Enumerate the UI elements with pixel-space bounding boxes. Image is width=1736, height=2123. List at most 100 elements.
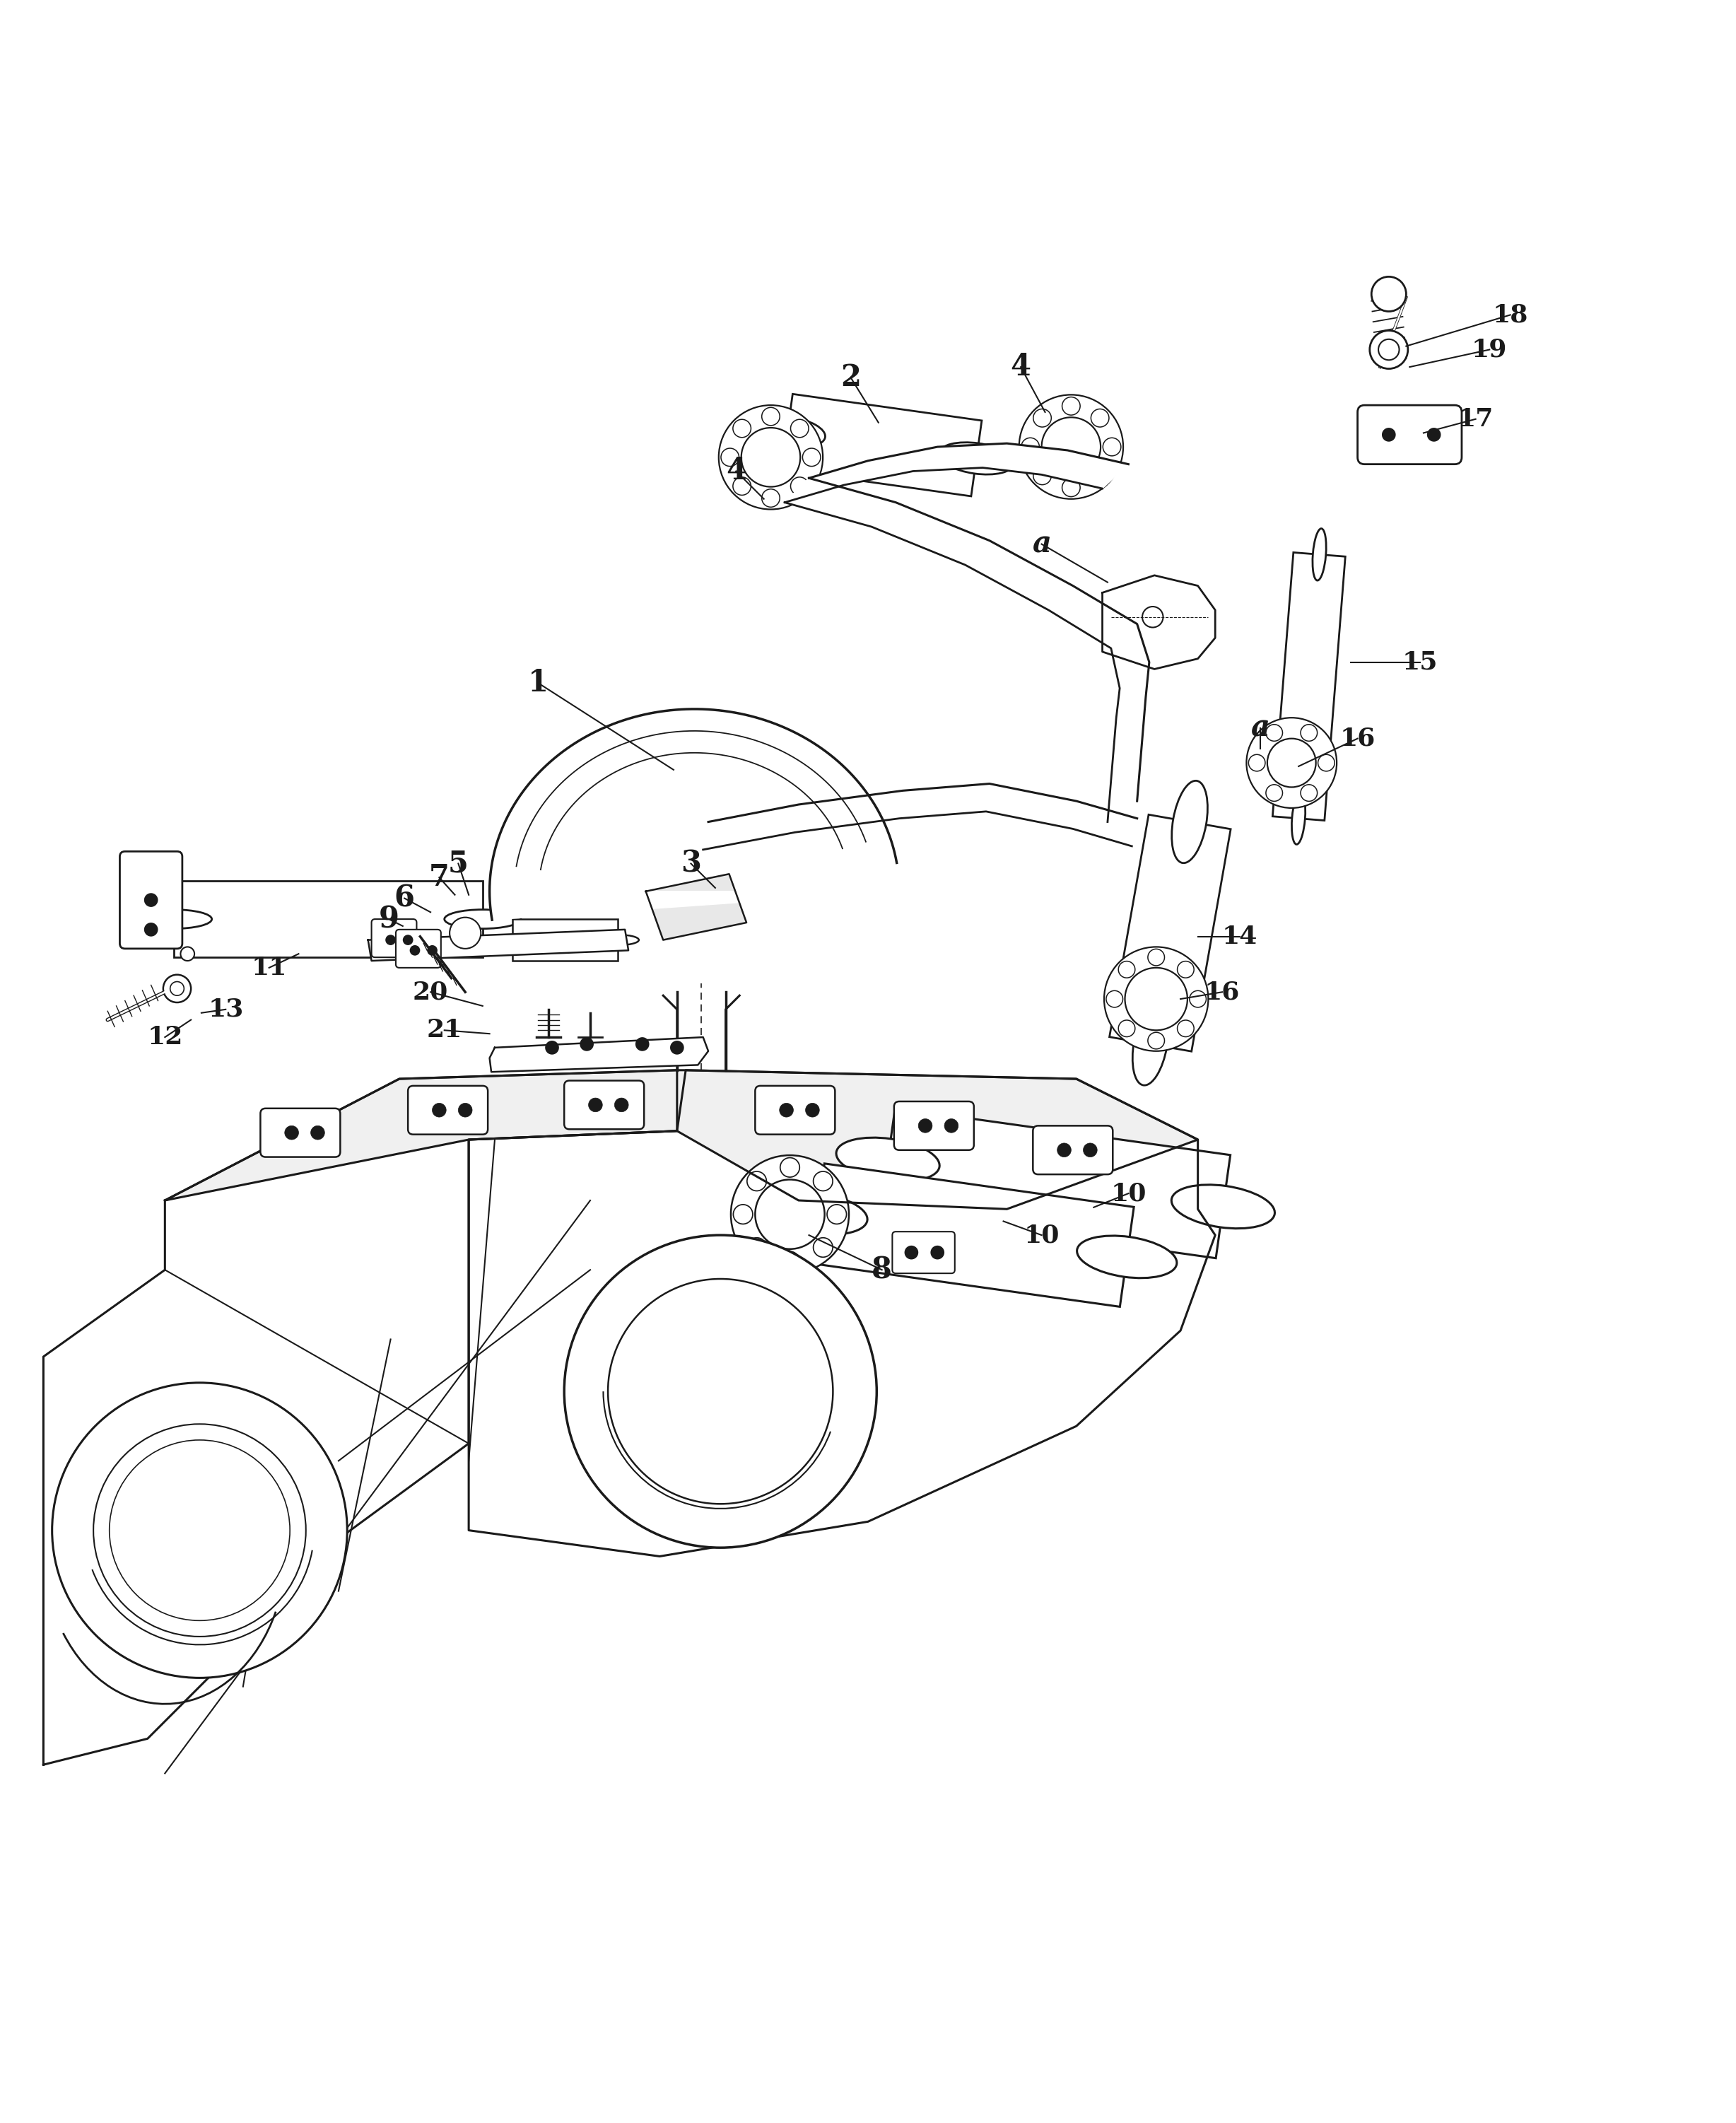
Circle shape bbox=[1033, 410, 1052, 427]
Text: 8: 8 bbox=[871, 1255, 892, 1284]
Circle shape bbox=[719, 405, 823, 510]
Circle shape bbox=[450, 917, 481, 949]
Circle shape bbox=[790, 478, 809, 495]
Circle shape bbox=[762, 488, 779, 507]
Circle shape bbox=[1300, 724, 1318, 741]
FancyBboxPatch shape bbox=[755, 1085, 835, 1134]
Circle shape bbox=[589, 1098, 602, 1112]
Text: 19: 19 bbox=[1472, 338, 1507, 361]
Circle shape bbox=[1371, 276, 1406, 312]
Ellipse shape bbox=[1076, 1236, 1177, 1278]
Circle shape bbox=[1147, 949, 1165, 966]
Circle shape bbox=[410, 945, 420, 955]
Text: 18: 18 bbox=[1493, 304, 1528, 327]
Circle shape bbox=[1427, 427, 1441, 442]
Ellipse shape bbox=[837, 1138, 939, 1180]
Circle shape bbox=[564, 1236, 877, 1548]
Circle shape bbox=[930, 1246, 944, 1259]
Polygon shape bbox=[490, 1038, 708, 1072]
Polygon shape bbox=[490, 709, 899, 919]
FancyBboxPatch shape bbox=[1358, 405, 1462, 465]
Circle shape bbox=[109, 1439, 290, 1620]
Circle shape bbox=[1083, 1142, 1097, 1157]
Text: 21: 21 bbox=[427, 1019, 462, 1042]
Text: 4: 4 bbox=[726, 456, 746, 486]
Polygon shape bbox=[469, 1070, 1215, 1556]
Circle shape bbox=[1266, 786, 1283, 800]
Circle shape bbox=[731, 1155, 849, 1274]
Circle shape bbox=[635, 1038, 649, 1051]
FancyBboxPatch shape bbox=[120, 851, 182, 949]
Text: 9: 9 bbox=[378, 904, 399, 934]
Circle shape bbox=[762, 408, 779, 425]
Circle shape bbox=[52, 1382, 347, 1677]
Polygon shape bbox=[165, 1070, 1198, 1210]
Circle shape bbox=[1062, 397, 1080, 416]
Text: 16: 16 bbox=[1340, 726, 1375, 752]
Ellipse shape bbox=[750, 416, 825, 448]
Circle shape bbox=[130, 1461, 269, 1601]
Circle shape bbox=[1118, 962, 1135, 979]
Circle shape bbox=[403, 934, 413, 945]
Ellipse shape bbox=[444, 909, 521, 928]
Circle shape bbox=[812, 1172, 833, 1191]
Circle shape bbox=[1189, 991, 1207, 1006]
Circle shape bbox=[1033, 467, 1052, 484]
FancyBboxPatch shape bbox=[1033, 1125, 1113, 1174]
Ellipse shape bbox=[939, 442, 1014, 473]
Circle shape bbox=[144, 924, 158, 936]
Circle shape bbox=[746, 1172, 767, 1191]
Circle shape bbox=[806, 1104, 819, 1117]
FancyBboxPatch shape bbox=[894, 1102, 974, 1151]
Text: 12: 12 bbox=[148, 1025, 182, 1049]
Text: 14: 14 bbox=[1222, 924, 1257, 949]
Circle shape bbox=[802, 448, 821, 467]
Text: 11: 11 bbox=[252, 955, 286, 979]
Circle shape bbox=[545, 1040, 559, 1055]
Circle shape bbox=[1104, 947, 1208, 1051]
Circle shape bbox=[733, 478, 752, 495]
Circle shape bbox=[385, 934, 396, 945]
Circle shape bbox=[427, 945, 437, 955]
Polygon shape bbox=[646, 875, 746, 940]
Circle shape bbox=[779, 1157, 800, 1176]
Circle shape bbox=[1042, 418, 1101, 476]
Text: 20: 20 bbox=[413, 981, 448, 1004]
Circle shape bbox=[1370, 331, 1408, 369]
Circle shape bbox=[1125, 968, 1187, 1030]
Polygon shape bbox=[785, 478, 1149, 822]
FancyBboxPatch shape bbox=[892, 1231, 955, 1274]
Circle shape bbox=[755, 1180, 825, 1248]
FancyBboxPatch shape bbox=[408, 1085, 488, 1134]
Polygon shape bbox=[512, 919, 618, 962]
Circle shape bbox=[826, 1204, 847, 1225]
Text: 17: 17 bbox=[1458, 408, 1493, 431]
Text: 6: 6 bbox=[394, 883, 415, 913]
Circle shape bbox=[812, 1238, 833, 1257]
Circle shape bbox=[741, 427, 800, 486]
Circle shape bbox=[733, 420, 752, 437]
Circle shape bbox=[779, 1250, 800, 1272]
Circle shape bbox=[1142, 607, 1163, 628]
Text: 10: 10 bbox=[1111, 1180, 1146, 1206]
Text: 3: 3 bbox=[681, 849, 701, 879]
Polygon shape bbox=[1272, 552, 1345, 819]
Circle shape bbox=[1378, 340, 1399, 361]
Polygon shape bbox=[1109, 815, 1231, 1051]
Polygon shape bbox=[703, 783, 1137, 849]
Text: 7: 7 bbox=[429, 862, 450, 892]
Text: 13: 13 bbox=[208, 998, 243, 1021]
Ellipse shape bbox=[597, 934, 639, 945]
Circle shape bbox=[94, 1425, 306, 1637]
Circle shape bbox=[904, 1246, 918, 1259]
Text: 4: 4 bbox=[1010, 352, 1031, 382]
Circle shape bbox=[1118, 1021, 1135, 1036]
Circle shape bbox=[1318, 754, 1335, 771]
FancyBboxPatch shape bbox=[260, 1108, 340, 1157]
Circle shape bbox=[432, 1104, 446, 1117]
Polygon shape bbox=[880, 1108, 1231, 1259]
Circle shape bbox=[1248, 754, 1266, 771]
Text: 15: 15 bbox=[1403, 650, 1437, 675]
Polygon shape bbox=[43, 1070, 677, 1764]
Text: 2: 2 bbox=[840, 363, 861, 393]
